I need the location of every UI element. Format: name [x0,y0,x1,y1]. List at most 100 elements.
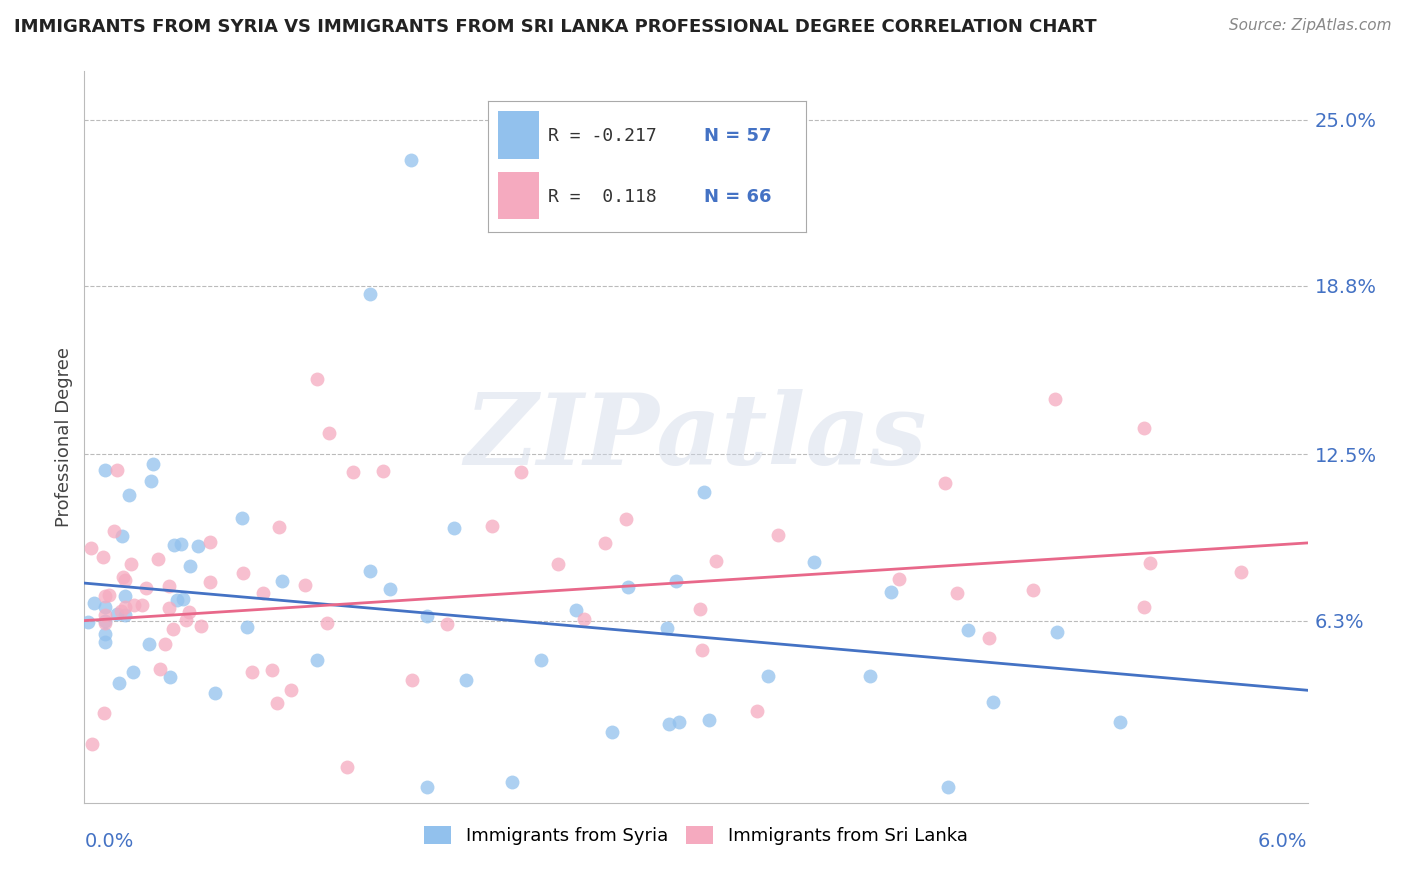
Point [190,619,212,633]
Point [111,528,134,542]
Point [93,635,117,649]
Point [135,582,157,596]
Point [756,669,779,683]
Point [111,570,134,584]
Point [957,623,980,637]
Point [83,596,105,610]
Point [614,512,637,526]
Point [380,582,402,596]
Point [252,586,274,600]
Point [889,572,911,586]
Point [94,463,117,477]
Point [139,474,162,488]
Point [187,539,209,553]
Point [114,608,136,623]
Point [138,637,160,651]
Point [162,622,184,636]
Point [318,426,340,441]
Point [149,663,172,677]
Point [342,465,364,479]
Point [547,558,569,572]
Point [1133,420,1156,434]
Text: IMMIGRANTS FROM SYRIA VS IMMIGRANTS FROM SRI LANKA PROFESSIONAL DEGREE CORRELATI: IMMIGRANTS FROM SYRIA VS IMMIGRANTS FROM… [14,18,1097,36]
Point [690,642,713,657]
Point [415,780,437,794]
Point [179,558,201,573]
Text: 0.0%: 0.0% [84,832,134,851]
Point [983,695,1005,709]
Point [699,713,721,727]
Point [1108,714,1130,729]
Point [114,574,136,588]
Point [93,608,117,623]
Point [232,566,254,580]
Point [260,663,283,677]
Point [200,574,222,589]
Point [124,598,146,612]
Point [658,717,681,731]
Point [93,706,115,721]
Point [91,550,114,565]
Point [1139,556,1161,570]
Point [510,466,533,480]
Point [271,574,294,588]
Point [176,613,198,627]
Point [80,541,103,555]
Point [93,614,117,628]
Point [704,554,727,568]
Y-axis label: Professional Degree: Professional Degree [55,347,73,527]
Point [307,372,329,386]
Point [745,704,768,718]
Point [359,565,381,579]
Point [142,457,165,471]
Point [416,608,439,623]
Point [305,653,328,667]
Point [110,604,132,618]
Point [105,607,128,621]
Point [572,612,595,626]
Point [766,528,789,542]
Point [1230,566,1253,580]
Point [665,574,688,589]
Point [401,673,423,687]
Point [565,603,588,617]
Point [103,524,125,539]
Point [977,632,1000,646]
Point [456,673,478,687]
Point [118,488,141,502]
Point [336,760,359,774]
Point [131,598,153,612]
Text: ZIPatlas: ZIPatlas [465,389,927,485]
Point [371,464,394,478]
Point [105,463,128,477]
Point [235,620,257,634]
Point [240,665,263,680]
Point [204,686,226,700]
Point [859,669,882,683]
Point [77,615,100,629]
Point [595,536,617,550]
Point [159,670,181,684]
Point [689,602,711,616]
Point [98,588,121,602]
Point [157,579,180,593]
Point [1022,583,1045,598]
Point [280,683,302,698]
Text: Source: ZipAtlas.com: Source: ZipAtlas.com [1229,18,1392,33]
Point [266,697,288,711]
Point [114,590,136,604]
Point [481,519,503,533]
Point [1046,625,1069,640]
Point [93,616,117,631]
Point [936,780,959,794]
Point [177,605,200,619]
Point [93,627,117,641]
Point [316,616,339,631]
Point [399,153,422,167]
Point [359,286,381,301]
Point [692,485,714,500]
Point [655,621,678,635]
Text: 6.0%: 6.0% [1258,832,1308,851]
Point [294,577,316,591]
Point [93,590,117,604]
